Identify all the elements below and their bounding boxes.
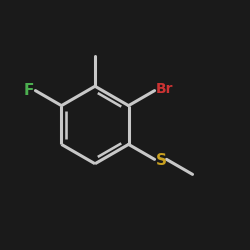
Text: S: S (156, 153, 167, 168)
Text: F: F (24, 83, 34, 98)
Text: Br: Br (156, 82, 173, 96)
